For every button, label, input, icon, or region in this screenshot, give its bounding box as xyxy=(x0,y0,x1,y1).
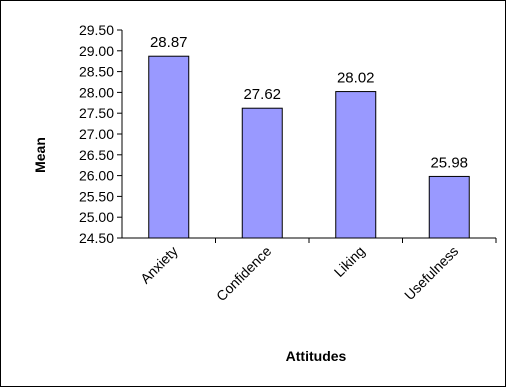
y-tick-label: 28.00 xyxy=(79,84,114,100)
data-label-liking: 28.02 xyxy=(337,70,375,87)
x-tick-label-confidence: Confidence xyxy=(213,243,275,305)
y-tick-label: 25.50 xyxy=(79,188,114,204)
y-tick-label: 26.50 xyxy=(79,147,114,163)
y-tick-label: 25.00 xyxy=(79,209,114,225)
y-tick-label: 28.50 xyxy=(79,64,114,80)
data-labels: 28.87 27.62 28.02 25.98 xyxy=(150,34,468,171)
y-axis-ticks: 24.50 25.00 25.50 26.00 26.50 27.00 27.50 28.00… xyxy=(79,22,122,246)
y-tick-label: 27.00 xyxy=(79,126,114,142)
data-label-usefulness: 25.98 xyxy=(430,154,468,171)
x-axis-tick-labels: Anxiety Confidence Liking Usefulness xyxy=(137,238,497,305)
x-tick-label-liking: Liking xyxy=(331,243,368,280)
x-tick-label-anxiety: Anxiety xyxy=(137,243,181,287)
bar-anxiety xyxy=(148,55,190,239)
data-label-anxiety: 28.87 xyxy=(150,34,188,51)
y-tick-label: 26.00 xyxy=(79,168,114,184)
y-tick-label: 29.00 xyxy=(79,43,114,59)
y-tick-label: 29.50 xyxy=(79,22,114,38)
data-label-confidence: 27.62 xyxy=(243,86,281,103)
y-tick-label: 27.50 xyxy=(79,105,114,121)
bar-liking xyxy=(335,91,377,239)
x-axis-title: Attitudes xyxy=(286,348,347,364)
y-tick-label: 24.50 xyxy=(79,230,114,246)
y-axis-title: Mean xyxy=(32,137,48,173)
bars xyxy=(148,55,470,239)
bar-usefulness xyxy=(428,175,470,239)
bar-confidence xyxy=(241,107,283,239)
x-tick-label-usefulness: Usefulness xyxy=(401,243,461,303)
